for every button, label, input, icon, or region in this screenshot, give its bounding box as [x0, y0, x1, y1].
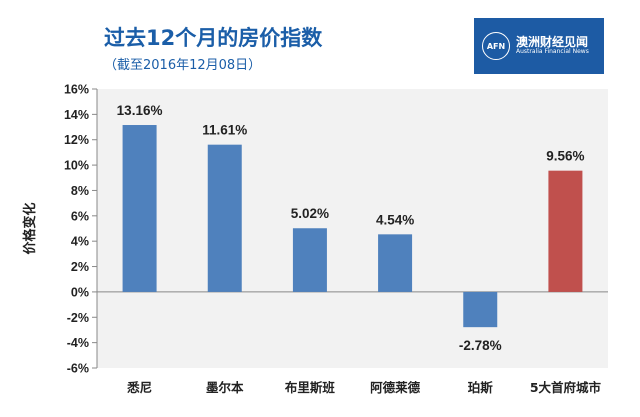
x-tick-label: 5大首府城市: [530, 380, 602, 395]
page-title: 过去12个月的房价指数: [104, 26, 323, 50]
data-label: 13.16%: [117, 103, 163, 118]
y-tick-label: 0%: [71, 285, 89, 299]
data-label: 4.54%: [376, 212, 414, 227]
y-tick-label: 16%: [64, 83, 89, 97]
y-tick-label: -2%: [67, 311, 89, 325]
y-tick-label: -6%: [67, 362, 89, 376]
logo-name-cn: 澳洲财经见闻: [516, 34, 589, 49]
data-label: 11.61%: [202, 123, 247, 138]
bar: [463, 291, 498, 328]
y-tick-label: 2%: [71, 260, 89, 274]
y-axis-title: 价格变化: [22, 202, 38, 254]
y-tick-label: 8%: [71, 184, 89, 198]
y-tick-label: 4%: [71, 235, 89, 249]
x-tick-label: 阿德莱德: [370, 380, 421, 395]
afn-logo-icon: AFN: [482, 32, 510, 60]
x-tick-label: 珀斯: [468, 380, 494, 395]
bar: [548, 170, 583, 292]
y-tick-label: 10%: [64, 159, 89, 173]
page-subtitle: （截至2016年12月08日）: [104, 58, 262, 73]
bar: [378, 234, 413, 292]
data-label: -2.78%: [459, 338, 502, 353]
y-tick-label: 14%: [64, 108, 89, 122]
y-tick-label: 12%: [64, 133, 89, 147]
y-tick-label: 6%: [71, 209, 89, 223]
bar: [207, 144, 242, 292]
bar: [292, 228, 327, 292]
x-tick-label: 布里斯班: [285, 380, 336, 395]
bar: [122, 125, 157, 292]
x-tick-label: 悉尼: [126, 380, 152, 395]
data-label: 5.02%: [291, 206, 329, 221]
logo-text: 澳洲财经见闻 Australia Financial News: [516, 34, 589, 57]
y-tick-label: -4%: [67, 336, 89, 350]
logo-name-en: Australia Financial News: [516, 48, 589, 56]
data-label: 9.56%: [546, 149, 584, 164]
x-tick-label: 墨尔本: [206, 380, 244, 395]
afn-logo: AFN 澳洲财经见闻 Australia Financial News: [474, 18, 604, 74]
plot-area: [97, 89, 608, 368]
